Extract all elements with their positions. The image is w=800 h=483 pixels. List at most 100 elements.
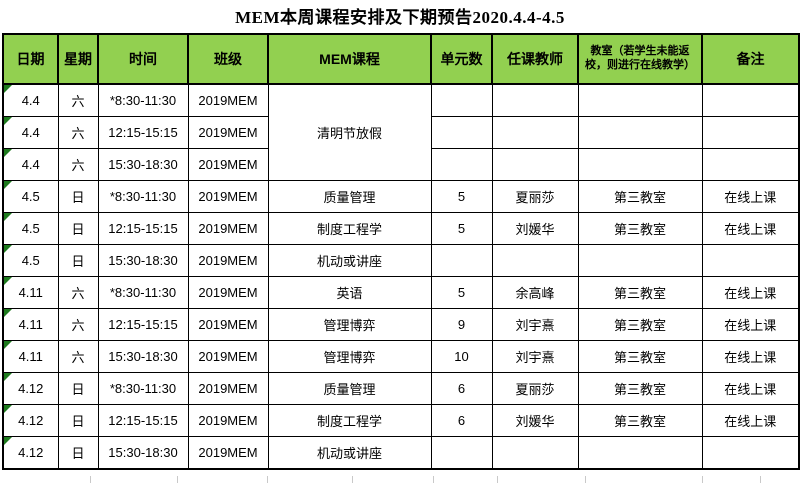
cell-week[interactable]: 日: [57, 436, 99, 470]
cell-note[interactable]: 在线上课: [701, 180, 800, 213]
cell-week[interactable]: 六: [57, 148, 99, 181]
cell-time[interactable]: 12:15-15:15: [97, 212, 189, 245]
cell-date[interactable]: 4.5: [2, 244, 59, 277]
cell-date[interactable]: 4.12: [2, 404, 59, 437]
cell-week[interactable]: 六: [57, 116, 99, 149]
cell-teacher[interactable]: 余高峰: [491, 276, 579, 309]
cell-units[interactable]: 10: [430, 340, 493, 373]
cell-units[interactable]: [430, 116, 493, 149]
cell-class[interactable]: 2019MEM: [187, 436, 269, 470]
cell-course[interactable]: 质量管理: [267, 180, 432, 213]
cell-course[interactable]: 管理博弈: [267, 340, 432, 373]
cell-class[interactable]: 2019MEM: [187, 276, 269, 309]
column-header-note[interactable]: 备注: [701, 33, 800, 85]
cell-teacher[interactable]: [491, 244, 579, 277]
cell-note[interactable]: 在线上课: [701, 340, 800, 373]
cell-teacher[interactable]: [491, 148, 579, 181]
cell-date[interactable]: 4.4: [2, 83, 59, 117]
cell-teacher[interactable]: [491, 116, 579, 149]
cell-class[interactable]: 2019MEM: [187, 308, 269, 341]
cell-class[interactable]: 2019MEM: [187, 148, 269, 181]
cell-note[interactable]: [701, 148, 800, 181]
cell-time[interactable]: *8:30-11:30: [97, 276, 189, 309]
cell-room[interactable]: 第三教室: [577, 212, 703, 245]
cell-room[interactable]: 第三教室: [577, 372, 703, 405]
column-header-week[interactable]: 星期: [57, 33, 99, 85]
cell-room[interactable]: 第三教室: [577, 404, 703, 437]
cell-room[interactable]: [577, 116, 703, 149]
cell-teacher[interactable]: 刘宇熹: [491, 340, 579, 373]
column-header-units[interactable]: 单元数: [430, 33, 493, 85]
cell-time[interactable]: *8:30-11:30: [97, 180, 189, 213]
cell-room[interactable]: [577, 244, 703, 277]
cell-room[interactable]: [577, 436, 703, 470]
cell-week[interactable]: 六: [57, 276, 99, 309]
cell-time[interactable]: *8:30-11:30: [97, 372, 189, 405]
cell-units[interactable]: 5: [430, 180, 493, 213]
cell-note[interactable]: 在线上课: [701, 308, 800, 341]
cell-room[interactable]: 第三教室: [577, 180, 703, 213]
cell-note[interactable]: [701, 83, 800, 117]
cell-date[interactable]: 4.12: [2, 436, 59, 470]
cell-note[interactable]: [701, 116, 800, 149]
cell-units[interactable]: 6: [430, 372, 493, 405]
cell-room[interactable]: 第三教室: [577, 308, 703, 341]
cell-week[interactable]: 日: [57, 372, 99, 405]
cell-teacher[interactable]: 夏丽莎: [491, 372, 579, 405]
cell-date[interactable]: 4.11: [2, 276, 59, 309]
cell-time[interactable]: 15:30-18:30: [97, 340, 189, 373]
cell-note[interactable]: 在线上课: [701, 404, 800, 437]
cell-date[interactable]: 4.4: [2, 148, 59, 181]
cell-week[interactable]: 日: [57, 212, 99, 245]
cell-teacher[interactable]: 夏丽莎: [491, 180, 579, 213]
cell-week[interactable]: 日: [57, 404, 99, 437]
cell-units[interactable]: [430, 244, 493, 277]
cell-time[interactable]: 12:15-15:15: [97, 116, 189, 149]
cell-course[interactable]: 质量管理: [267, 372, 432, 405]
cell-room[interactable]: 第三教室: [577, 340, 703, 373]
cell-date[interactable]: 4.5: [2, 212, 59, 245]
cell-date[interactable]: 4.12: [2, 372, 59, 405]
cell-date[interactable]: 4.11: [2, 308, 59, 341]
column-header-teacher[interactable]: 任课教师: [491, 33, 579, 85]
column-header-room[interactable]: 教室（若学生未能返校，则进行在线教学）: [577, 33, 703, 85]
cell-date[interactable]: 4.4: [2, 116, 59, 149]
cell-time[interactable]: 15:30-18:30: [97, 436, 189, 470]
column-header-class[interactable]: 班级: [187, 33, 269, 85]
cell-week[interactable]: 日: [57, 244, 99, 277]
cell-units[interactable]: 6: [430, 404, 493, 437]
cell-teacher[interactable]: [491, 83, 579, 117]
cell-date[interactable]: 4.5: [2, 180, 59, 213]
cell-time[interactable]: *8:30-11:30: [97, 83, 189, 117]
cell-week[interactable]: 日: [57, 180, 99, 213]
cell-note[interactable]: 在线上课: [701, 372, 800, 405]
cell-week[interactable]: 六: [57, 340, 99, 373]
cell-note[interactable]: [701, 436, 800, 470]
cell-class[interactable]: 2019MEM: [187, 116, 269, 149]
cell-class[interactable]: 2019MEM: [187, 212, 269, 245]
cell-course[interactable]: 制度工程学: [267, 212, 432, 245]
cell-course[interactable]: 管理博弈: [267, 308, 432, 341]
column-header-date[interactable]: 日期: [2, 33, 59, 85]
cell-teacher[interactable]: [491, 436, 579, 470]
cell-class[interactable]: 2019MEM: [187, 180, 269, 213]
cell-course[interactable]: 机动或讲座: [267, 436, 432, 470]
cell-date[interactable]: 4.11: [2, 340, 59, 373]
cell-course[interactable]: 机动或讲座: [267, 244, 432, 277]
cell-time[interactable]: 15:30-18:30: [97, 148, 189, 181]
cell-week[interactable]: 六: [57, 83, 99, 117]
cell-note[interactable]: 在线上课: [701, 276, 800, 309]
cell-class[interactable]: 2019MEM: [187, 340, 269, 373]
column-header-course[interactable]: MEM课程: [267, 33, 432, 85]
cell-units[interactable]: 5: [430, 212, 493, 245]
cell-note[interactable]: 在线上课: [701, 212, 800, 245]
cell-teacher[interactable]: 刘媛华: [491, 212, 579, 245]
cell-room[interactable]: [577, 83, 703, 117]
cell-class[interactable]: 2019MEM: [187, 404, 269, 437]
cell-class[interactable]: 2019MEM: [187, 244, 269, 277]
cell-teacher[interactable]: 刘宇熹: [491, 308, 579, 341]
cell-note[interactable]: [701, 244, 800, 277]
cell-time[interactable]: 12:15-15:15: [97, 308, 189, 341]
cell-units[interactable]: 5: [430, 276, 493, 309]
cell-room[interactable]: 第三教室: [577, 276, 703, 309]
